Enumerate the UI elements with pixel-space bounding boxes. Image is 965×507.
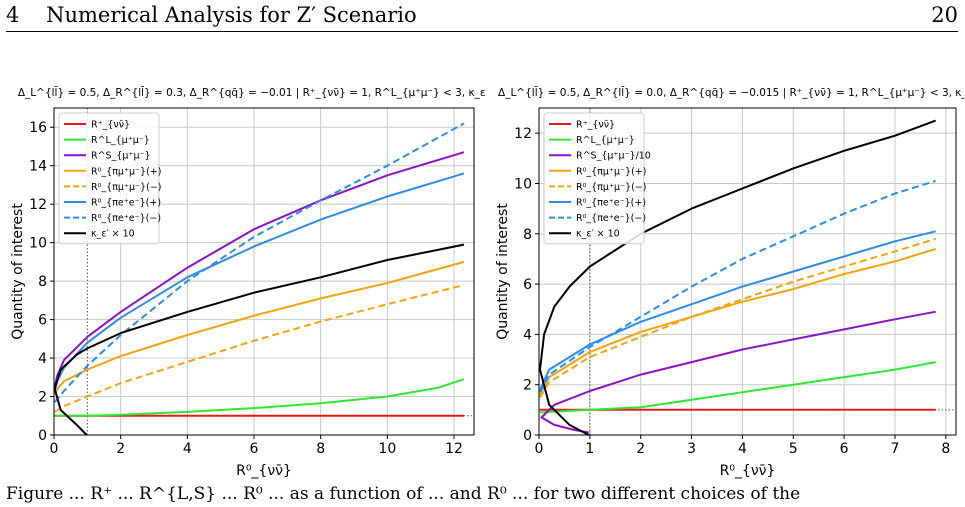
running-head: 4 Numerical Analysis for Z′ Scenario [6,3,417,27]
y-tick-label: 0 [523,428,532,444]
series-line [539,119,937,436]
y-tick-label: 0 [38,428,47,444]
y-axis-label: Quantity of interest [10,203,26,340]
header-rule [6,31,958,32]
legend-label: R⁺_{νν̄} [576,120,615,131]
y-tick-label: 2 [523,378,532,394]
legend-label: R^S_{μ⁺μ⁻}/10 [576,151,651,162]
series-line [539,247,936,396]
section-title: Numerical Analysis for Z′ Scenario [46,3,417,27]
x-axis-label: R⁰_{νν̄} [720,463,776,479]
legend-label: R⁺_{νν̄} [91,120,130,131]
x-tick-label: 7 [891,441,900,457]
legend-box [543,112,645,245]
y-tick-label: 8 [38,274,47,290]
chart-title: Δ_L^{ll̄} = 0.5, Δ_R^{ll̄} = 0.0, Δ_R^{q… [498,86,964,99]
series-line [53,172,465,392]
y-tick-label: 4 [523,327,532,343]
y-tick-label: 10 [29,236,47,252]
x-tick-label: 4 [738,441,747,457]
legend-box [58,112,160,245]
x-tick-label: 3 [687,441,696,457]
series-line [539,179,936,393]
section-number: 4 [6,3,20,27]
x-tick-label: 1 [585,441,594,457]
legend-label: κ_ε′ × 10 [91,229,135,240]
y-tick-label: 12 [29,197,47,213]
x-tick-label: 6 [840,441,849,457]
y-tick-label: 6 [523,277,532,293]
legend-label: R^L_{μ⁺μ⁻} [576,135,635,146]
x-tick-label: 0 [50,441,59,457]
x-tick-label: 8 [941,441,950,457]
plot-frame [538,107,957,436]
left-chart: Δ_L^{ll̄} = 0.5, Δ_R^{ll̄} = 0.3, Δ_R^{q… [10,86,486,479]
x-tick-label: 2 [636,441,645,457]
legend-label: R⁰_{πμ⁺μ⁻}(−) [576,182,646,193]
x-tick-label: 6 [250,441,259,457]
y-tick-label: 12 [514,126,532,142]
page-header: 4 Numerical Analysis for Z′ Scenario 20 [6,0,958,30]
legend-label: κ_ε′ × 10 [576,229,620,240]
y-tick-label: 16 [29,120,47,136]
x-tick-label: 10 [378,441,396,457]
y-axis-label: Quantity of interest [495,203,511,340]
legend-label: R⁰_{πe⁺e⁻}(+) [576,198,646,209]
series-line [539,230,936,391]
page-number: 20 [931,3,958,27]
y-tick-label: 10 [514,176,532,192]
legend-label: R⁰_{πμ⁺μ⁻}(+) [91,166,161,177]
series-line [539,237,936,398]
y-tick-label: 4 [38,351,47,367]
plot-frame [53,107,475,436]
figure-caption: Figure ... R⁺ ... R^{L,S} ... R⁰ ... as … [6,484,801,504]
y-tick-label: 14 [29,159,47,175]
x-tick-label: 2 [116,441,125,457]
legend-label: R⁰_{πe⁺e⁻}(−) [91,213,161,224]
series-line [540,310,936,434]
legend-label: R⁰_{πe⁺e⁻}(−) [576,213,646,224]
legend-label: R⁰_{πe⁺e⁻}(+) [91,198,161,209]
right-figure: Δ_L^{ll̄} = 0.5, Δ_R^{ll̄} = 0.0, Δ_R^{q… [484,80,964,480]
x-tick-label: 12 [445,441,463,457]
x-tick-label: 4 [183,441,192,457]
y-tick-label: 2 [38,390,47,406]
x-tick-label: 5 [789,441,798,457]
x-axis-label: R⁰_{νν̄} [236,463,292,479]
legend-label: R⁰_{πμ⁺μ⁻}(+) [576,166,646,177]
legend-label: R^L_{μ⁺μ⁻} [91,135,150,146]
series-line [53,243,465,436]
x-tick-label: 8 [316,441,325,457]
series-line [53,260,465,396]
chart-title: Δ_L^{ll̄} = 0.5, Δ_R^{ll̄} = 0.3, Δ_R^{q… [18,86,486,99]
y-tick-label: 6 [38,313,47,329]
x-tick-label: 0 [535,441,544,457]
series-line [53,151,465,388]
legend-label: R⁰_{πμ⁺μ⁻}(−) [91,182,161,193]
series-line [539,361,936,414]
y-tick-label: 8 [523,227,532,243]
right-chart: Δ_L^{ll̄} = 0.5, Δ_R^{ll̄} = 0.0, Δ_R^{q… [495,86,964,479]
series-line [54,378,465,417]
legend-label: R^S_{μ⁺μ⁻} [91,151,151,162]
left-figure: Δ_L^{ll̄} = 0.5, Δ_R^{ll̄} = 0.3, Δ_R^{q… [6,80,486,480]
series-line [53,122,465,403]
